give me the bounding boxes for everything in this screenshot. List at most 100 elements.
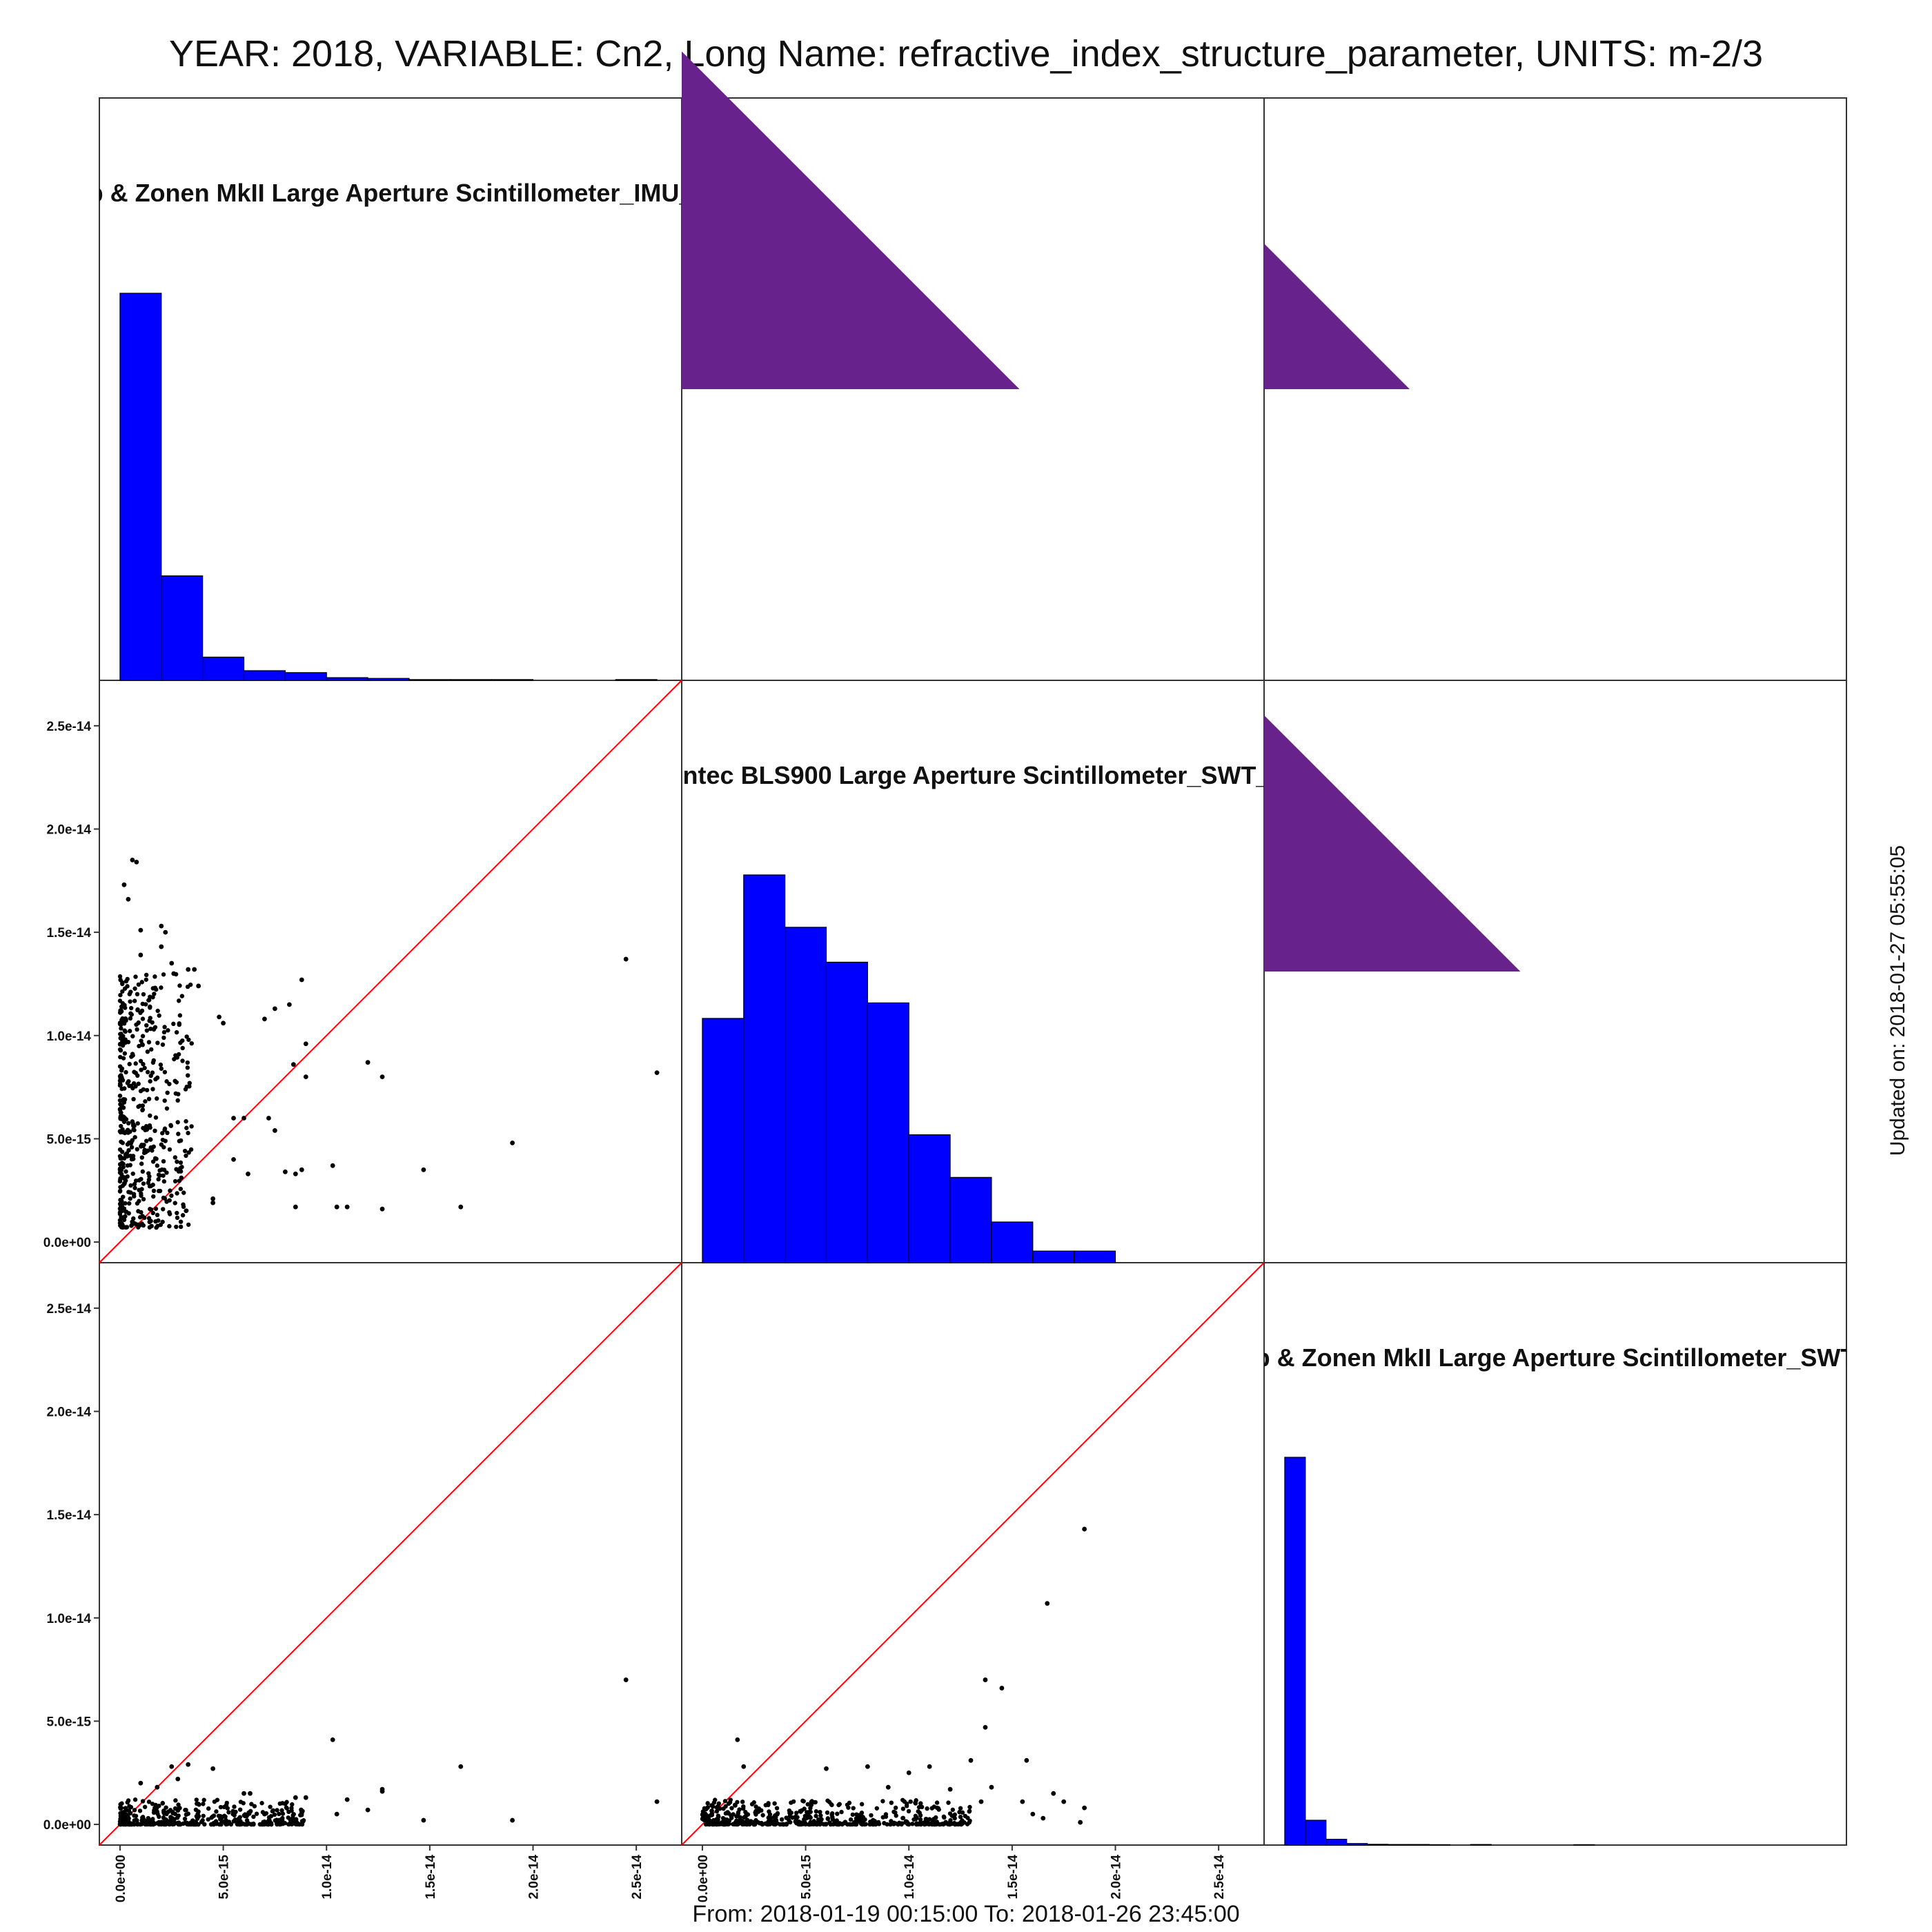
scatter-point (125, 1174, 130, 1179)
histogram-bar (1305, 1820, 1327, 1846)
scatter-point (835, 1811, 840, 1816)
scatter-point (128, 999, 132, 1004)
scatter-point (796, 1822, 801, 1827)
scatter-point (124, 1808, 130, 1813)
scatter-point (212, 1799, 217, 1804)
scatter-point (967, 1808, 972, 1813)
scatter-point (172, 1155, 178, 1160)
y-tick-label: 5.0e-15 (47, 1132, 92, 1147)
scatter-point (164, 1805, 168, 1810)
scatter-point (157, 1173, 163, 1178)
scatter-point (139, 1193, 144, 1199)
scatter-point (138, 952, 144, 958)
scatter-point (865, 1764, 870, 1769)
scatter-point (118, 1009, 123, 1015)
scatter-point (185, 1060, 190, 1065)
scatter-point (128, 1183, 133, 1188)
scatter-point (725, 1822, 730, 1826)
histogram-bar (1573, 1844, 1595, 1846)
scatter-point (179, 994, 185, 998)
scatter-point (766, 1801, 771, 1806)
scatter-point (121, 1105, 126, 1110)
scatter-point (232, 1804, 237, 1809)
scatter-point (182, 1148, 188, 1154)
scatter-point (132, 1181, 137, 1187)
scatter-point (124, 1151, 130, 1156)
scatter-point (135, 992, 140, 997)
scatter-point (814, 1813, 818, 1819)
scatter-point (150, 1159, 156, 1164)
scatter-point (707, 1822, 712, 1827)
histogram-bar (326, 677, 368, 681)
scatter-point (917, 1811, 922, 1815)
scatter-point (131, 1216, 136, 1221)
scatter-point (178, 1224, 184, 1230)
histogram-bar (1325, 1838, 1348, 1846)
scatter-point (739, 1820, 745, 1826)
scatter-point (275, 1821, 279, 1826)
scatter-point (768, 1819, 773, 1824)
scatter-point (144, 1023, 149, 1028)
scatter-point (169, 1764, 175, 1769)
histogram-bar (1367, 1844, 1389, 1846)
scatter-point (846, 1805, 851, 1810)
scatter-point (893, 1805, 898, 1811)
scatter-point (818, 1809, 822, 1815)
y-tick-label: 2.5e-14 (47, 1302, 92, 1317)
scatter-point (891, 1809, 896, 1815)
scatter-point (774, 1806, 780, 1811)
scatter-point (808, 1806, 813, 1811)
scatter-point (174, 1167, 179, 1172)
scatter-point (947, 1786, 953, 1792)
scatter-point (162, 1070, 168, 1074)
scatter-point (176, 998, 181, 1003)
reference-line (99, 1262, 682, 1846)
scatter-point (801, 1799, 806, 1804)
scatter-point (120, 980, 125, 985)
scatter-point (177, 1806, 182, 1811)
scatter-point (147, 1184, 152, 1189)
y-tick-label: 1.5e-14 (47, 926, 92, 940)
scatter-point (135, 1121, 140, 1126)
scatter-point (141, 1196, 146, 1202)
scatter-point (779, 1817, 785, 1822)
scatter-point (262, 1811, 267, 1817)
scatter-point (155, 1811, 160, 1817)
scatter-point (177, 983, 182, 988)
scatter-point (160, 1801, 165, 1806)
scatter-point (818, 1813, 823, 1818)
scatter-point (184, 1812, 189, 1817)
scatter-point (934, 1800, 940, 1805)
scatter-point (148, 1078, 152, 1084)
scatter-point (119, 1810, 125, 1815)
scatter-point (157, 1804, 161, 1808)
scatter-point (943, 1820, 948, 1824)
scatter-point (330, 1737, 335, 1742)
scatter-point (147, 1219, 152, 1225)
scatter-point (775, 1811, 780, 1816)
scatter-point (303, 1074, 308, 1080)
scatter-point (161, 1029, 167, 1035)
scatter-point (121, 1174, 126, 1180)
scatter-point (958, 1814, 963, 1820)
diagonal-variable-label: p & Zonen MkII Large Aperture Scintillom… (1255, 1343, 1856, 1372)
scatter-point (784, 1822, 789, 1827)
scatter-point (175, 1120, 180, 1125)
scatter-point (142, 1065, 147, 1071)
scatter-point (161, 1179, 167, 1184)
histogram-bar (161, 575, 204, 681)
scatter-point (117, 1129, 123, 1134)
scatter-point (705, 1805, 710, 1810)
scatter-point (173, 1798, 178, 1803)
scatter-point (793, 1819, 798, 1824)
scatter-point (421, 1167, 426, 1172)
scatter-point (252, 1804, 257, 1808)
scatter-point (162, 1025, 167, 1029)
scatter-point (1078, 1820, 1083, 1825)
scatter-point (789, 1800, 793, 1805)
scatter-point (130, 1034, 135, 1038)
scatter-point (152, 1128, 157, 1134)
scatter-point (983, 1725, 988, 1730)
scatter-point (753, 1804, 758, 1809)
scatter-point (152, 1025, 158, 1029)
